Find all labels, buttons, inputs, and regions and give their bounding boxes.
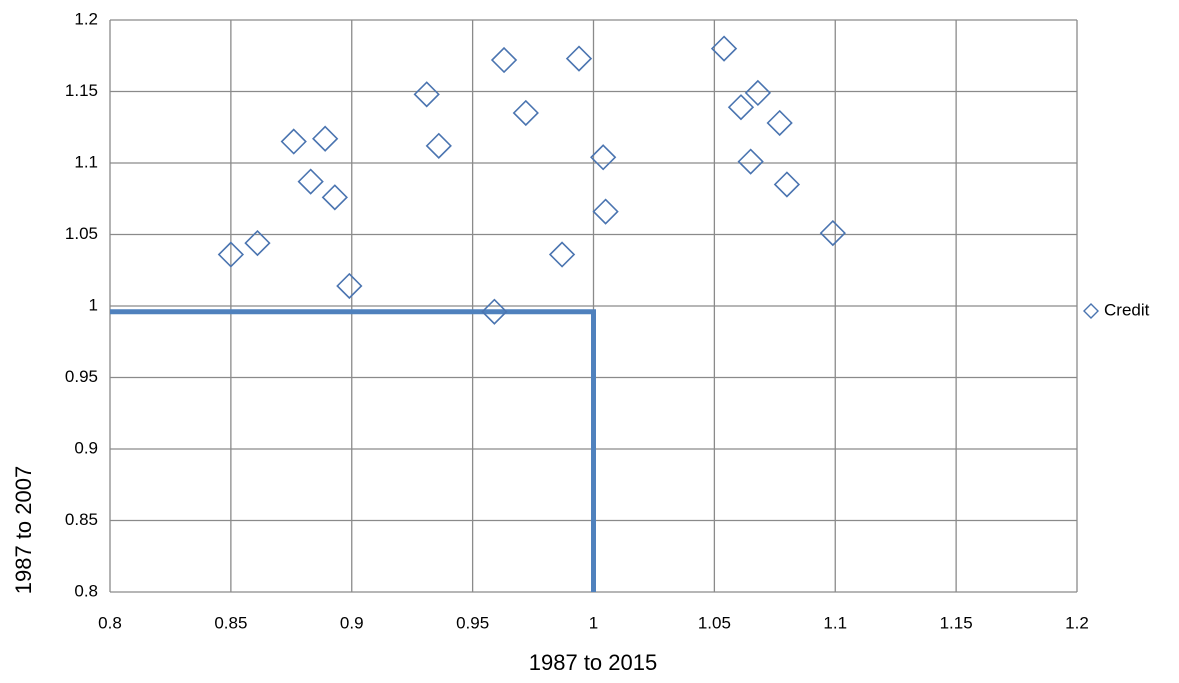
y-tick-label: 1.1: [74, 152, 98, 171]
x-tick-label: 1: [589, 613, 598, 632]
x-axis-label: 1987 to 2015: [529, 650, 657, 675]
point: [280, 128, 307, 155]
point: [819, 219, 846, 247]
point: [590, 144, 617, 171]
legend-marker: [1083, 303, 1099, 319]
point: [217, 241, 245, 268]
legend-label: Credit: [1104, 300, 1150, 319]
point: [321, 184, 348, 211]
point: [244, 229, 271, 257]
x-tick-label: 1.2: [1065, 613, 1089, 632]
point: [548, 241, 576, 268]
reference-line: [110, 309, 596, 592]
point: [773, 171, 801, 198]
point: [425, 132, 452, 159]
point: [413, 81, 440, 108]
point: [727, 94, 755, 121]
point: [737, 148, 764, 175]
y-tick-label: 0.8: [74, 581, 98, 600]
point: [336, 272, 363, 300]
y-axis-label: 1987 to 2007: [11, 465, 36, 595]
point: [512, 99, 539, 127]
point: [481, 298, 508, 325]
y-tick-label: 1.15: [65, 81, 98, 100]
y-tick-label: 0.95: [65, 367, 98, 386]
point: [490, 46, 518, 74]
y-tick-label: 1.05: [65, 224, 98, 243]
y-tick-label: 0.85: [65, 510, 98, 529]
x-tick-label: 0.9: [340, 613, 364, 632]
point: [312, 125, 339, 152]
y-tick-label: 1.2: [74, 9, 98, 28]
x-tick-label: 1.15: [940, 613, 973, 632]
point: [766, 109, 793, 137]
x-tick-label: 0.85: [214, 613, 247, 632]
point: [592, 198, 619, 225]
x-tick-label: 0.95: [456, 613, 489, 632]
point: [297, 168, 324, 195]
y-tick-label: 0.9: [74, 438, 98, 457]
point: [710, 35, 738, 62]
x-tick-label: 0.8: [98, 613, 122, 632]
x-tick-label: 1.1: [823, 613, 847, 632]
y-tick-label: 1: [89, 295, 98, 314]
point: [565, 45, 593, 72]
x-tick-label: 1.05: [698, 613, 731, 632]
point: [744, 79, 772, 107]
